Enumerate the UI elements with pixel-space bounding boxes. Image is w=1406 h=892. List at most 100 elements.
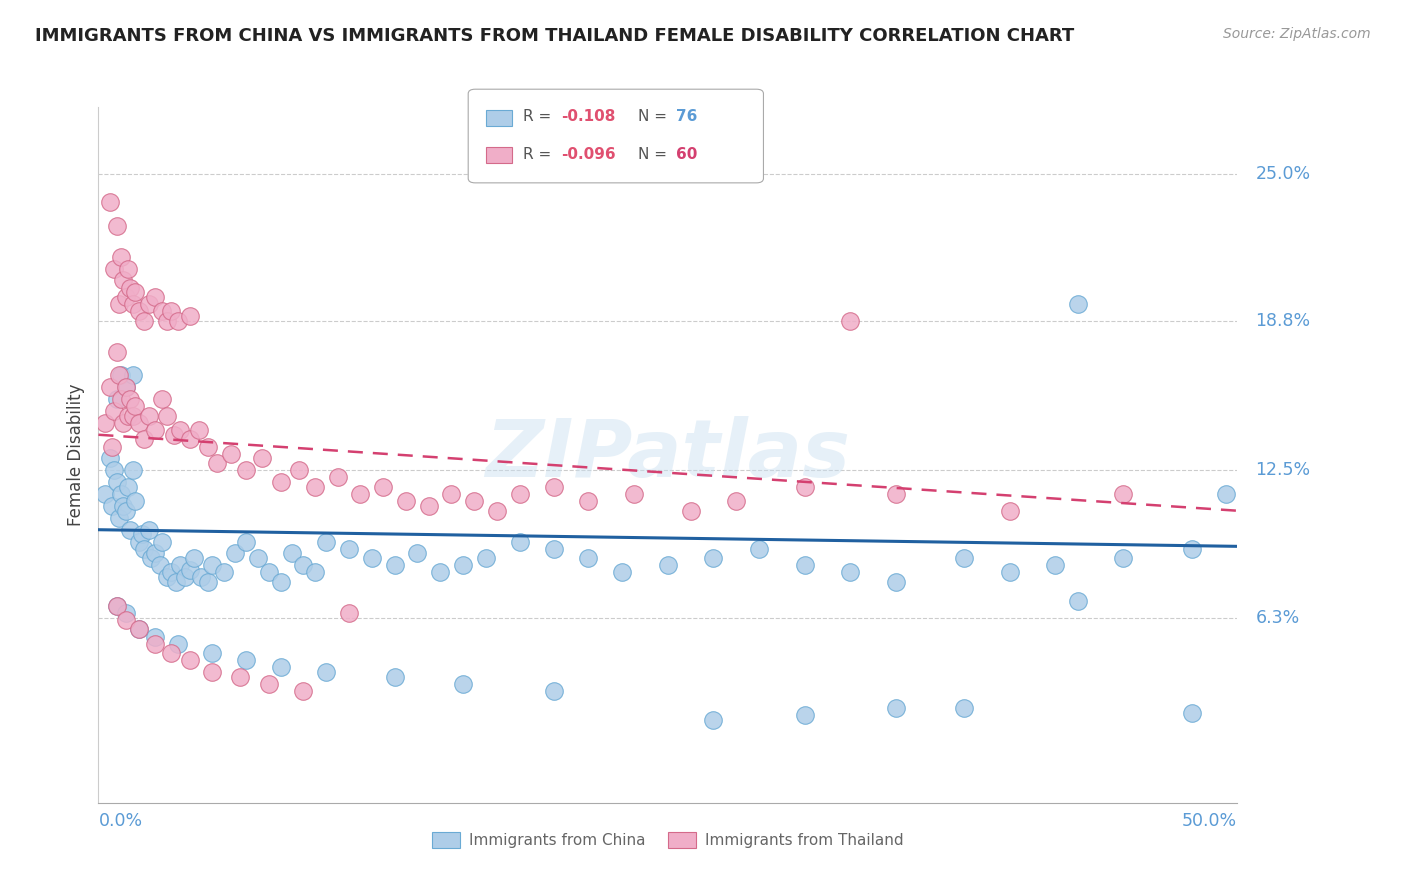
Point — [128, 416, 150, 430]
Point — [110, 392, 132, 406]
Point — [179, 309, 201, 323]
Text: N =: N = — [638, 147, 672, 161]
Point — [793, 708, 815, 723]
Text: 50.0%: 50.0% — [1182, 813, 1237, 830]
Point — [451, 558, 474, 573]
Point — [114, 380, 136, 394]
Point — [110, 487, 132, 501]
Point — [162, 427, 184, 442]
Point — [114, 613, 136, 627]
Point — [623, 487, 645, 501]
Point — [105, 392, 128, 406]
Point — [1043, 558, 1066, 573]
Point — [205, 456, 228, 470]
Point — [103, 404, 125, 418]
Point — [132, 314, 155, 328]
Point — [1112, 487, 1135, 501]
Point — [124, 399, 146, 413]
Point — [219, 447, 242, 461]
Text: 60: 60 — [676, 147, 697, 161]
Point — [197, 574, 219, 589]
Text: ZIPatlas: ZIPatlas — [485, 416, 851, 494]
Point — [576, 551, 599, 566]
Point — [105, 599, 128, 613]
Point — [326, 470, 349, 484]
Point — [201, 558, 224, 573]
Point — [259, 566, 281, 580]
Point — [179, 653, 201, 667]
Point — [179, 563, 201, 577]
Point — [160, 566, 183, 580]
Point — [167, 637, 190, 651]
Point — [121, 409, 143, 423]
Point — [702, 551, 724, 566]
Point — [429, 566, 451, 580]
Point — [112, 499, 135, 513]
Point — [463, 494, 485, 508]
Point — [169, 558, 191, 573]
Point — [105, 475, 128, 490]
Text: Source: ZipAtlas.com: Source: ZipAtlas.com — [1223, 27, 1371, 41]
Point — [132, 433, 155, 447]
Point — [252, 451, 274, 466]
Point — [156, 570, 179, 584]
Point — [953, 551, 976, 566]
Point — [165, 574, 187, 589]
Point — [451, 677, 474, 691]
Point — [292, 684, 315, 698]
Point — [702, 713, 724, 727]
Point — [304, 566, 326, 580]
Point — [224, 546, 246, 560]
Point — [576, 494, 599, 508]
Point — [145, 290, 167, 304]
Point — [1067, 297, 1090, 311]
Point — [98, 451, 121, 466]
Point — [1067, 594, 1090, 608]
Point — [145, 546, 167, 560]
Point — [543, 480, 565, 494]
Point — [121, 463, 143, 477]
Point — [128, 623, 150, 637]
Text: N =: N = — [638, 110, 672, 124]
Point — [235, 534, 257, 549]
Text: R =: R = — [523, 147, 557, 161]
Text: 18.8%: 18.8% — [1256, 312, 1310, 330]
Point — [105, 219, 128, 233]
Point — [270, 574, 292, 589]
Point — [138, 297, 160, 311]
Point — [103, 463, 125, 477]
Point — [793, 558, 815, 573]
Point — [110, 250, 132, 264]
Point — [160, 304, 183, 318]
Point — [101, 440, 124, 454]
Point — [105, 344, 128, 359]
Point — [156, 409, 179, 423]
Point — [150, 392, 173, 406]
Point — [105, 599, 128, 613]
Point — [117, 480, 139, 494]
Point — [998, 566, 1021, 580]
Point — [139, 551, 162, 566]
Point — [304, 480, 326, 494]
Point — [156, 314, 179, 328]
Point — [315, 665, 337, 680]
Point — [839, 566, 862, 580]
Point — [270, 660, 292, 674]
Point — [120, 392, 142, 406]
Point — [288, 463, 311, 477]
Point — [150, 304, 173, 318]
Point — [98, 194, 121, 209]
Point — [128, 623, 150, 637]
Point — [108, 297, 131, 311]
Point — [145, 630, 167, 644]
Point — [124, 494, 146, 508]
Point — [679, 504, 702, 518]
Point — [149, 558, 172, 573]
Point — [114, 380, 136, 394]
Point — [98, 380, 121, 394]
Point — [1112, 551, 1135, 566]
Point — [121, 297, 143, 311]
Point — [406, 546, 429, 560]
Point — [440, 487, 463, 501]
Point — [543, 684, 565, 698]
